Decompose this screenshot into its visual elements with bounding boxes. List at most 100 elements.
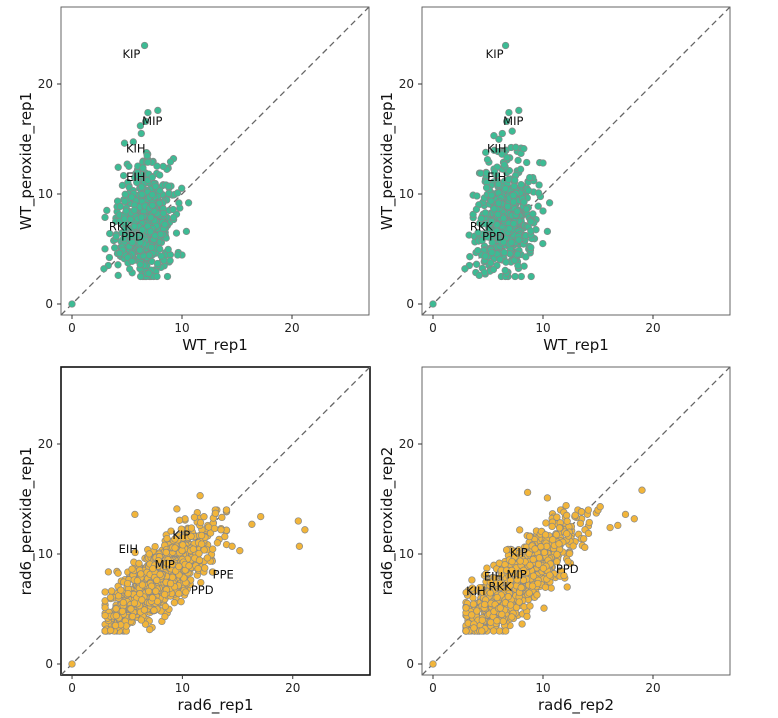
data-point [606, 523, 614, 532]
data-point [500, 248, 508, 257]
data-point [510, 182, 518, 190]
data-point [472, 260, 481, 268]
data-point [125, 162, 133, 170]
data-point [571, 511, 579, 519]
data-point [526, 602, 534, 610]
data-point [163, 559, 171, 567]
data-point [498, 610, 506, 619]
data-point [101, 213, 109, 222]
data-point [506, 601, 515, 609]
data-point [101, 611, 109, 620]
data-point [508, 566, 516, 575]
data-point [68, 300, 76, 308]
data-point [478, 627, 486, 635]
data-point [542, 519, 550, 527]
point-label: RKK [470, 220, 494, 234]
data-point [148, 594, 157, 602]
data-point [523, 488, 532, 497]
point-label: PPE [213, 567, 234, 581]
data-point [137, 183, 146, 191]
x-axis-label: rad6_rep2 [538, 696, 614, 715]
data-point [512, 143, 520, 151]
data-point [488, 248, 496, 257]
data-point [153, 162, 161, 170]
data-point [118, 181, 127, 190]
data-point [119, 598, 128, 607]
data-point [516, 557, 524, 565]
data-point [182, 227, 191, 236]
data-point [498, 150, 506, 158]
data-point [162, 548, 170, 557]
x-tick-label: 10 [174, 321, 189, 335]
data-point [166, 158, 175, 166]
identity-line [61, 7, 369, 315]
data-point [516, 165, 525, 173]
data-point [490, 168, 499, 176]
point-label: EIH [119, 542, 138, 556]
data-point [499, 214, 508, 222]
data-point [144, 158, 152, 166]
data-point [481, 252, 489, 260]
data-point [159, 162, 167, 171]
data-point [630, 515, 638, 523]
data-point [474, 246, 482, 255]
data-point [506, 581, 514, 590]
data-point [517, 272, 525, 281]
data-point [468, 611, 476, 619]
data-point [153, 272, 161, 281]
data-point [139, 164, 147, 172]
data-point [175, 589, 183, 598]
data-point [143, 152, 151, 160]
data-point [222, 506, 231, 514]
data-point [171, 535, 179, 543]
data-point [523, 158, 531, 167]
data-point [117, 586, 125, 594]
data-point [131, 510, 139, 519]
data-point [159, 209, 168, 217]
data-point [511, 176, 519, 184]
data-point [133, 577, 142, 585]
y-axis-label: rad6_peroxide_rep2 [378, 447, 397, 596]
point-label: MIP [503, 114, 523, 128]
data-point [473, 192, 481, 200]
data-point [469, 210, 477, 219]
data-point [201, 564, 209, 572]
data-point [204, 523, 213, 531]
data-point [488, 217, 496, 226]
data-point [145, 550, 153, 558]
data-point [477, 214, 485, 223]
data-point [545, 199, 554, 207]
y-tick-label: 0 [406, 657, 414, 671]
data-point [489, 265, 498, 274]
data-point [495, 135, 503, 143]
data-point [114, 569, 122, 577]
data-point [489, 627, 498, 635]
data-point [468, 584, 476, 592]
data-point [140, 606, 149, 614]
point-label: RKK [109, 220, 133, 234]
data-point [209, 568, 217, 576]
data-point [126, 215, 135, 223]
data-point [163, 534, 171, 543]
data-point [580, 535, 588, 543]
data-point [516, 526, 524, 534]
data-point [478, 236, 486, 245]
data-point [525, 589, 533, 597]
data-point [197, 578, 205, 587]
data-point [295, 542, 304, 550]
data-point [577, 508, 586, 516]
data-point [182, 588, 190, 596]
data-point [115, 249, 124, 257]
data-point [529, 572, 538, 580]
data-point [177, 525, 185, 533]
data-point [116, 202, 125, 211]
data-point [166, 257, 174, 265]
data-point [153, 259, 162, 268]
data-point [510, 220, 518, 228]
data-point [527, 227, 535, 235]
y-tick-label: 20 [399, 437, 414, 451]
data-point [511, 272, 519, 281]
data-point [518, 620, 526, 628]
data-point [563, 530, 571, 538]
data-point [217, 526, 225, 534]
